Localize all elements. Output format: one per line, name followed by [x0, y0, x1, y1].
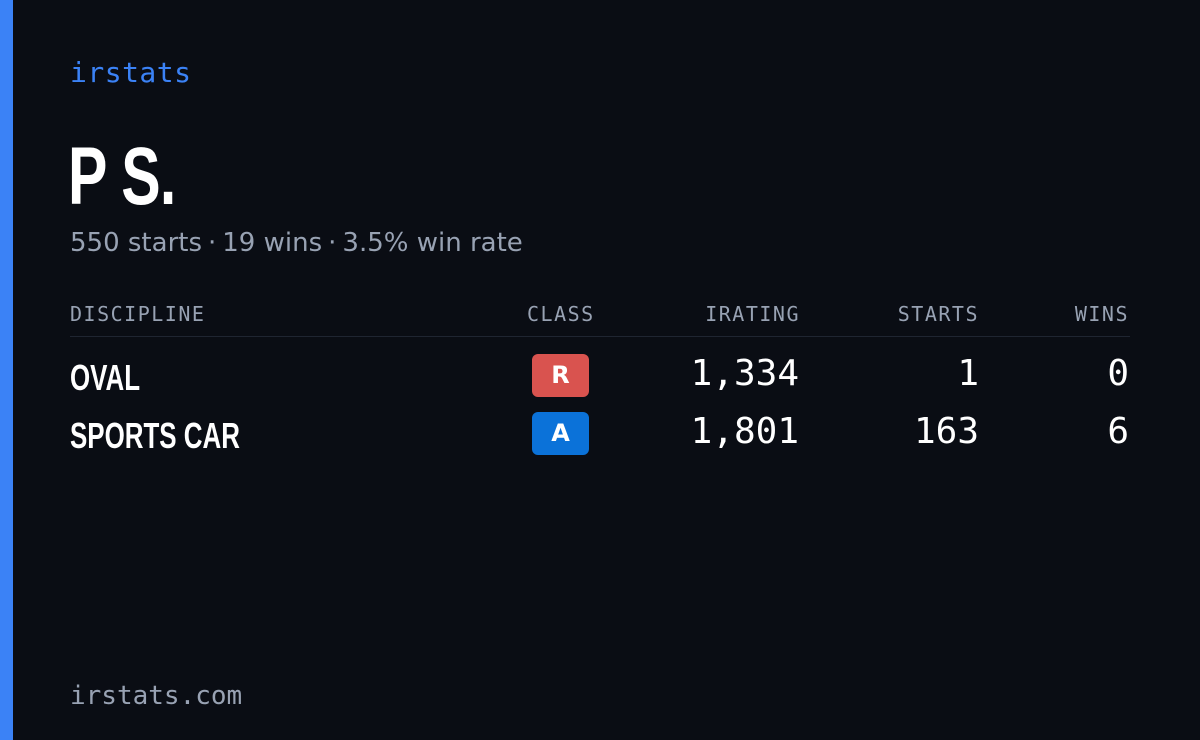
driver-summary: 550 starts · 19 wins · 3.5% win rate [70, 228, 523, 258]
irating-value: 1,334 [690, 353, 799, 394]
class-badge: A [532, 412, 589, 455]
starts-value: 1 [957, 353, 979, 394]
discipline-name: SPORTS CAR [70, 415, 240, 456]
table-row: OVAL R 1,334 1 0 [0, 352, 1200, 402]
column-header-irating: IRATING [705, 302, 800, 326]
column-header-class: CLASS [527, 302, 595, 326]
column-header-starts: STARTS [897, 302, 979, 326]
wins-value: 6 [1107, 411, 1129, 452]
starts-summary: 550 starts [70, 228, 202, 258]
footer-domain[interactable]: irstats.com [70, 681, 243, 711]
accent-bar [0, 0, 13, 740]
table-row: SPORTS CAR A 1,801 163 6 [0, 410, 1200, 460]
discipline-name: OVAL [70, 357, 141, 398]
wins-value: 0 [1107, 353, 1129, 394]
separator-dot: · [208, 228, 217, 258]
irating-value: 1,801 [690, 411, 799, 452]
table-divider [70, 336, 1130, 337]
driver-name: P S. [68, 131, 176, 222]
win-rate-summary: 3.5% win rate [342, 228, 523, 258]
wins-summary: 19 wins [222, 228, 323, 258]
brand-logo[interactable]: irstats [70, 56, 192, 89]
separator-dot: · [328, 228, 337, 258]
starts-value: 163 [913, 411, 979, 452]
column-header-discipline: DISCIPLINE [70, 302, 206, 326]
class-badge: R [532, 354, 589, 397]
column-header-wins: WINS [1074, 302, 1129, 326]
